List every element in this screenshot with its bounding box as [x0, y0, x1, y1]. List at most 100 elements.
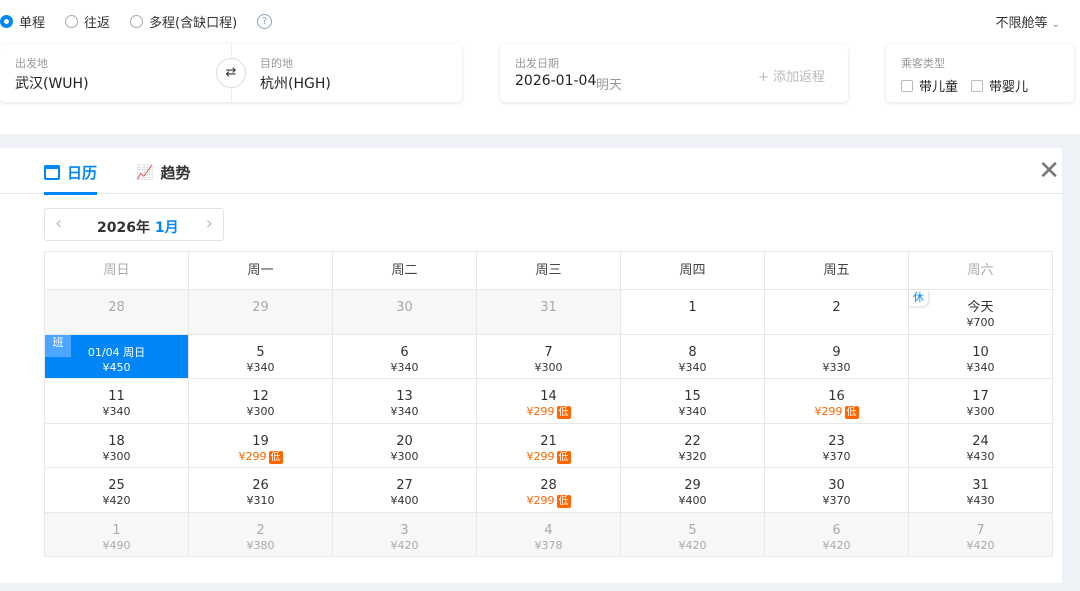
- tab-calendar[interactable]: 日历: [44, 162, 98, 195]
- day-price: ¥420: [909, 538, 1052, 553]
- day-number: 28: [540, 478, 557, 493]
- calendar-day[interactable]: 31: [477, 290, 621, 335]
- calendar-day[interactable]: 5 ¥420: [621, 512, 765, 557]
- day-price: ¥300: [477, 360, 620, 375]
- trip-type-multi[interactable]: 多程(含缺口程): [130, 12, 237, 31]
- calendar-day[interactable]: 21 ¥299 低: [477, 423, 621, 468]
- calendar-day[interactable]: 11 ¥340: [45, 379, 189, 424]
- calendar-day[interactable]: 28 ¥299 低: [477, 468, 621, 513]
- swap-icon[interactable]: ⇄: [216, 58, 246, 88]
- calendar-week: 11 ¥340 12 ¥300 13 ¥340 14 ¥299 低 15 ¥340 16 ¥299 低 17…: [45, 379, 1053, 424]
- add-return-button[interactable]: + 添加返程: [758, 70, 826, 85]
- day-number: 6: [832, 522, 841, 538]
- next-month-icon[interactable]: ›: [205, 213, 213, 234]
- calendar-day[interactable]: 7 ¥420: [909, 512, 1053, 557]
- calendar-day[interactable]: 29: [189, 290, 333, 335]
- calendar-day[interactable]: 13 ¥340: [333, 379, 477, 424]
- calendar-day[interactable]: 4 ¥378: [477, 512, 621, 557]
- calendar-day[interactable]: 18 ¥300: [45, 423, 189, 468]
- calendar-day[interactable]: 1 ¥490: [45, 512, 189, 557]
- day-price: ¥700: [909, 315, 1052, 330]
- day-number: 5: [256, 344, 265, 360]
- day-number: 31: [972, 478, 989, 493]
- calendar-day[interactable]: 27 ¥400: [333, 468, 477, 513]
- price-value: ¥300: [390, 449, 419, 463]
- calendar-day[interactable]: 班 01/04 周日 ¥450: [45, 334, 189, 379]
- checkbox-icon: [971, 80, 983, 92]
- day-number: 3: [400, 522, 409, 538]
- calendar-day[interactable]: 24 ¥430: [909, 423, 1053, 468]
- calendar-day[interactable]: 2 ¥380: [189, 512, 333, 557]
- price-value: ¥420: [822, 538, 851, 552]
- calendar-day[interactable]: 22 ¥320: [621, 423, 765, 468]
- price-value: ¥490: [102, 538, 131, 552]
- day-price: ¥420: [621, 538, 764, 553]
- tab-trend[interactable]: 📈 趋势: [136, 162, 190, 183]
- day-price: ¥420: [45, 493, 188, 508]
- price-value: ¥330: [822, 360, 851, 374]
- calendar-day[interactable]: 14 ¥299 低: [477, 379, 621, 424]
- calendar-day[interactable]: 17 ¥300: [909, 379, 1053, 424]
- help-icon[interactable]: ?: [257, 14, 273, 29]
- day-price: ¥300: [333, 449, 476, 464]
- calendar-day[interactable]: 30 ¥370: [765, 468, 909, 513]
- route-card: 出发地 武汉(WUH) ⇄ 目的地 杭州(HGH): [0, 44, 462, 102]
- workday-badge: 班: [45, 334, 71, 357]
- calendar-day[interactable]: 29 ¥400: [621, 468, 765, 513]
- day-price: ¥450: [45, 360, 188, 375]
- calendar-day[interactable]: 23 ¥370: [765, 423, 909, 468]
- cabin-select[interactable]: 不限舱等 ⌄: [995, 12, 1060, 31]
- calendar-day[interactable]: 15 ¥340: [621, 379, 765, 424]
- date-card[interactable]: 出发日期 2026-01-04 明天 + 添加返程: [500, 44, 848, 102]
- cabin-value: 不限舱等: [995, 16, 1048, 31]
- price-value: ¥340: [678, 405, 707, 418]
- calendar-day[interactable]: 7 ¥300: [477, 334, 621, 379]
- calendar-day[interactable]: 19 ¥299 低: [189, 423, 333, 468]
- day-price: ¥400: [621, 493, 764, 508]
- day-number: 9: [832, 344, 841, 360]
- calendar-day[interactable]: 31 ¥430: [909, 468, 1053, 513]
- calendar-day[interactable]: 26 ¥310: [189, 468, 333, 513]
- price-value: ¥370: [822, 449, 851, 463]
- trip-type-label: 单程: [19, 16, 46, 31]
- price-value: ¥340: [102, 405, 131, 418]
- day-price: ¥299 低: [765, 404, 908, 419]
- calendar-day[interactable]: 6 ¥420: [765, 512, 909, 557]
- prev-month-icon[interactable]: ‹: [55, 213, 63, 234]
- day-number: 12: [252, 389, 269, 404]
- date-note: 明天: [596, 78, 623, 93]
- day-number: 2: [832, 300, 841, 315]
- trip-type-oneway[interactable]: 单程: [0, 12, 45, 31]
- calendar-day[interactable]: 9 ¥330: [765, 334, 909, 379]
- day-number: 25: [108, 478, 125, 493]
- calendar-day[interactable]: 休今天 ¥700: [909, 290, 1053, 335]
- day-price: ¥340: [621, 360, 764, 375]
- calendar-day[interactable]: 28: [45, 290, 189, 335]
- tab-label: 趋势: [160, 164, 191, 182]
- day-number: 1: [112, 522, 121, 538]
- calendar-day[interactable]: 8 ¥340: [621, 334, 765, 379]
- day-number: 1: [688, 300, 697, 315]
- calendar-day[interactable]: 6 ¥340: [333, 334, 477, 379]
- weekday-label: 周日: [45, 252, 189, 290]
- day-number: 6: [400, 344, 409, 360]
- calendar-day[interactable]: 2: [765, 290, 909, 335]
- search-bar: 单程 往返 多程(含缺口程) ? 不限舱等 ⌄ 出发地 武汉(WUH) ⇄ 目的地…: [0, 0, 1080, 134]
- trip-type-roundtrip[interactable]: 往返: [65, 12, 110, 31]
- calendar-day[interactable]: 12 ¥300: [189, 379, 333, 424]
- day-number: 29: [684, 478, 701, 493]
- calendar-day[interactable]: 10 ¥340: [909, 334, 1053, 379]
- calendar-day[interactable]: 1: [621, 290, 765, 335]
- infant-checkbox[interactable]: 带婴儿: [971, 76, 1028, 95]
- price-value: ¥420: [966, 538, 995, 552]
- radio-icon: [130, 15, 144, 28]
- calendar-day[interactable]: 30: [333, 290, 477, 335]
- close-icon[interactable]: ✕: [1038, 156, 1060, 186]
- calendar-day[interactable]: 20 ¥300: [333, 423, 477, 468]
- calendar-day[interactable]: 25 ¥420: [45, 468, 189, 513]
- calendar-day[interactable]: 3 ¥420: [333, 512, 477, 557]
- calendar-grid: 周日 周一 周二 周三 周四 周五 周六 28 29 30 31 1 2 休今天 ¥700 班 01/04 周日…: [44, 251, 1053, 557]
- calendar-day[interactable]: 5 ¥340: [189, 334, 333, 379]
- child-checkbox[interactable]: 带儿童: [901, 76, 958, 95]
- calendar-day[interactable]: 16 ¥299 低: [765, 379, 909, 424]
